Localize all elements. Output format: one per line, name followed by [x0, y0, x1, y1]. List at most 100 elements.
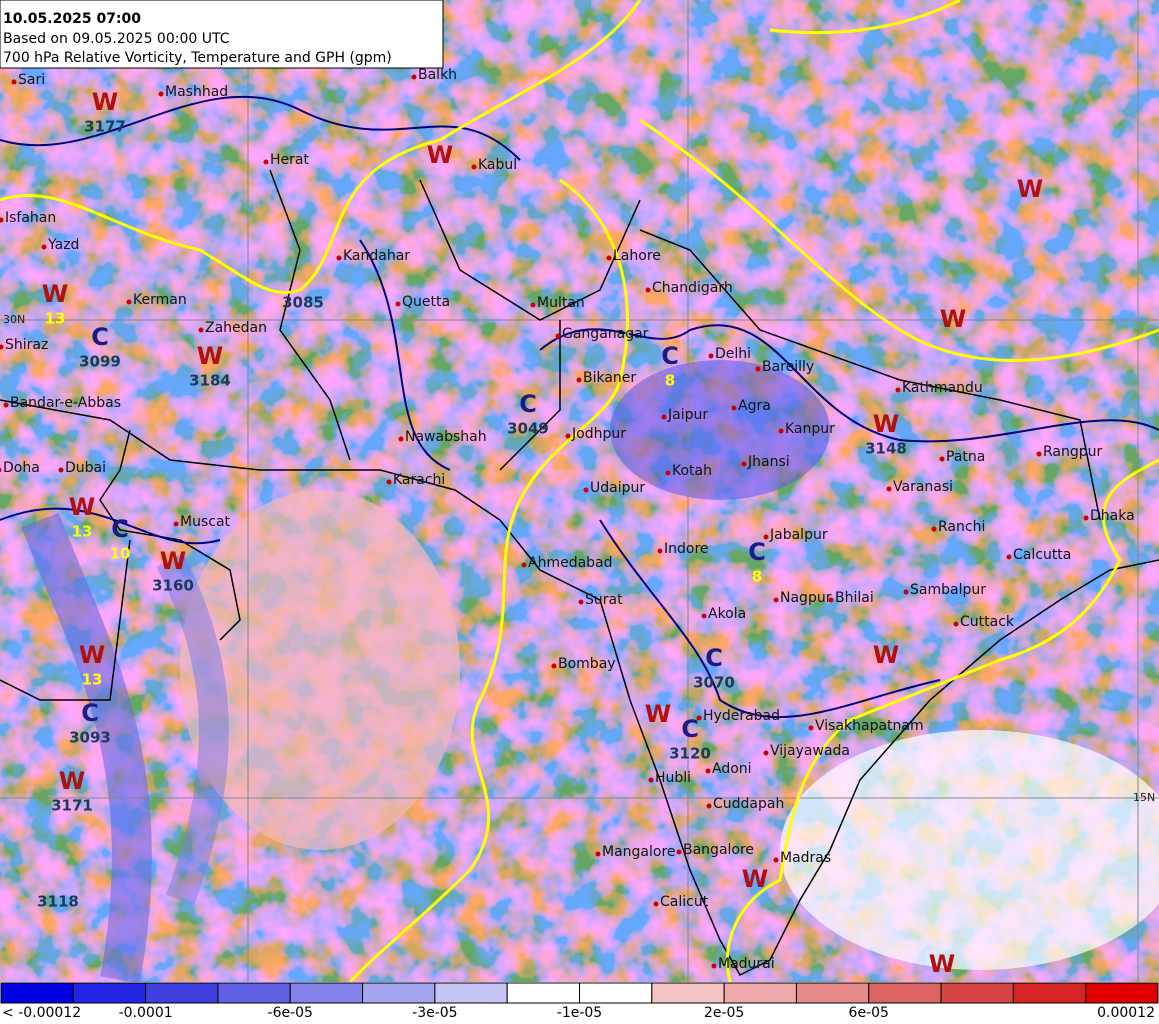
city-label: Muscat	[180, 514, 231, 530]
center-value: 3118	[37, 893, 79, 911]
city-dot	[931, 526, 937, 532]
city-dot	[763, 750, 769, 756]
city-label: Nagpur	[780, 590, 832, 606]
city-dot	[701, 613, 707, 619]
city-dot	[763, 534, 769, 540]
city-label: Surat	[585, 592, 623, 608]
city-dot	[173, 521, 179, 527]
colorbar-label: < -0.00012	[2, 1005, 81, 1021]
center-value: 3070	[693, 674, 735, 692]
city-label: Adoni	[712, 761, 752, 777]
colorbar-swatch	[651, 982, 725, 1004]
city-dot	[58, 467, 64, 473]
city-dot	[706, 803, 712, 809]
center-value: 3120	[669, 745, 711, 763]
city-dot	[336, 255, 342, 261]
city-dot	[676, 849, 682, 855]
city-label: Kanpur	[785, 421, 835, 437]
city-label: Agra	[738, 398, 771, 414]
city-label: Rangpur	[1043, 444, 1103, 460]
city-dot	[3, 402, 9, 408]
center-letter: W	[79, 641, 105, 669]
center-letter: W	[69, 493, 95, 521]
city-dot	[648, 777, 654, 783]
city-label: Visakhapatnam	[815, 718, 924, 734]
center-letter: W	[427, 141, 453, 169]
city-label: Bangalore	[683, 842, 754, 858]
city-dot	[711, 963, 717, 969]
colorbar-label: -6e-05	[268, 1005, 313, 1021]
colorbar-label: 6e-05	[849, 1005, 889, 1021]
center-value: 3184	[189, 372, 231, 390]
city-dot	[741, 461, 747, 467]
center-value: 3171	[51, 797, 93, 815]
city-label: Multan	[537, 295, 585, 311]
city-label: Ranchi	[938, 519, 985, 535]
center-letter: W	[59, 767, 85, 795]
city-dot	[41, 244, 47, 250]
city-dot	[778, 428, 784, 434]
city-dot	[576, 377, 582, 383]
colorbar-swatch	[145, 982, 219, 1004]
center-letter: C	[519, 390, 537, 418]
city-label: Sambalpur	[910, 582, 986, 598]
center-letter: C	[705, 644, 723, 672]
city-dot	[657, 548, 663, 554]
city-label: Jabalpur	[769, 527, 828, 543]
city-label: Kotah	[672, 463, 712, 479]
city-dot	[903, 589, 909, 595]
city-label: Bhilai	[835, 590, 874, 606]
city-label: Jaipur	[667, 407, 708, 423]
center-value: 3160	[152, 577, 194, 595]
city-label: Hubli	[655, 770, 691, 786]
center-letter: W	[645, 700, 671, 728]
city-label: Jodhpur	[571, 426, 626, 442]
city-label: Sari	[18, 72, 45, 88]
city-dot	[158, 91, 164, 97]
colorbar-swatch	[1085, 982, 1159, 1004]
city-dot	[731, 405, 737, 411]
center-letter: C	[681, 715, 699, 743]
header-box	[0, 0, 444, 69]
city-dot	[696, 715, 702, 721]
colorbar-swatch	[217, 982, 291, 1004]
colorbar-label: -1e-05	[557, 1005, 602, 1021]
colorbar-swatch	[72, 982, 147, 1004]
center-letter: W	[197, 342, 223, 370]
center-value: 8	[752, 568, 762, 586]
city-label: Bareilly	[762, 359, 814, 375]
city-labels: Sari Mashhad Herat Kabul Balkh Isfahan Yazd Ker…	[0, 67, 1135, 972]
city-dot	[263, 159, 269, 165]
city-dot	[708, 353, 714, 359]
colorbar-swatch	[434, 982, 508, 1004]
city-label: Kabul	[478, 157, 517, 173]
colorbar-swatch	[289, 982, 364, 1004]
center-value: 10	[110, 545, 131, 563]
city-dot	[773, 597, 779, 603]
city-label: Doha	[3, 460, 40, 476]
city-dot	[551, 663, 557, 669]
city-dot	[0, 467, 2, 473]
center-letter: W	[1017, 175, 1043, 203]
city-label: Zahedan	[205, 320, 267, 336]
city-dot	[398, 436, 404, 442]
header-title: 10.05.2025 07:00	[3, 11, 141, 27]
city-label: Bombay	[558, 656, 616, 672]
center-letter: C	[748, 538, 766, 566]
city-dot	[661, 414, 667, 420]
city-dot	[126, 299, 132, 305]
city-label: Mashhad	[165, 84, 228, 100]
center-letter: W	[873, 641, 899, 669]
city-dot	[555, 333, 561, 339]
city-dot	[386, 479, 392, 485]
city-label: Nawabshah	[405, 429, 487, 445]
city-dot	[521, 562, 527, 568]
grid-label: 15N	[1133, 791, 1155, 804]
colorbar-swatch	[579, 982, 653, 1004]
city-dot	[828, 597, 834, 603]
city-dot	[808, 725, 814, 731]
city-label: Udaipur	[590, 480, 645, 496]
colorbar-swatch	[940, 982, 1014, 1004]
city-label: Indore	[664, 541, 709, 557]
city-label: Quetta	[402, 294, 450, 310]
